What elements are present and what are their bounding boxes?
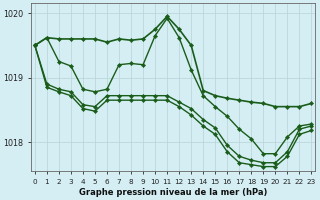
X-axis label: Graphe pression niveau de la mer (hPa): Graphe pression niveau de la mer (hPa) [79, 188, 267, 197]
